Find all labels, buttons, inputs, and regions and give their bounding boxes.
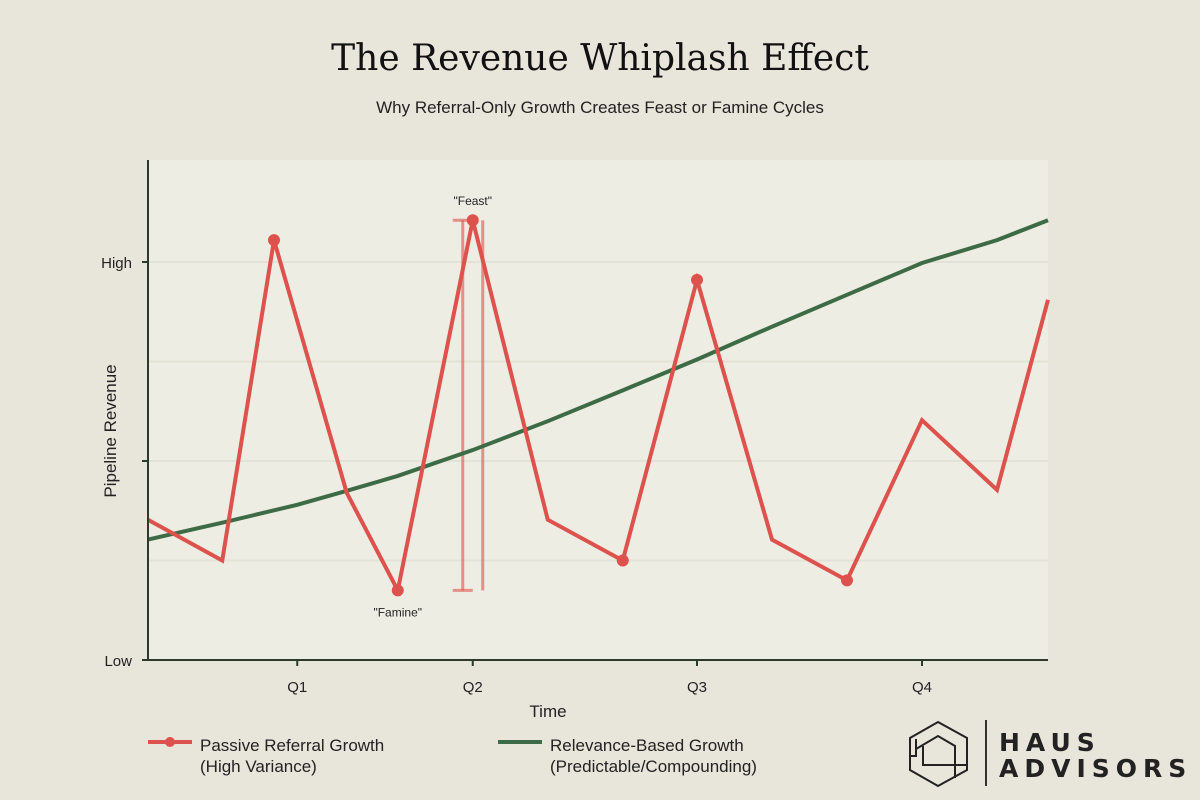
series-line-relevance <box>147 218 1049 542</box>
series-line-referral <box>147 219 1050 597</box>
legend-swatch-relevance <box>498 740 542 744</box>
y-axis-label: Pipeline Revenue <box>101 364 120 497</box>
logo-divider <box>985 720 987 786</box>
data-point <box>616 554 629 567</box>
legend-marker-icon <box>165 737 175 747</box>
annotation: "Famine" <box>373 605 422 619</box>
chart-title: The Revenue Whiplash Effect <box>331 38 869 79</box>
data-point <box>841 574 853 587</box>
legend-sublabel: (High Variance) <box>200 757 317 776</box>
data-point <box>391 584 404 597</box>
logo-line2: ADVISORS <box>999 754 1193 783</box>
x-tick-label: Q3 <box>687 679 707 696</box>
y-tick-label: Low <box>104 653 132 670</box>
plot-area <box>148 160 1048 660</box>
x-axis-label: Time <box>529 702 566 721</box>
data-point <box>691 273 703 286</box>
legend-sublabel: (Predictable/Compounding) <box>550 757 757 776</box>
y-tick-label: High <box>101 255 132 272</box>
x-tick-label: Q1 <box>287 679 307 696</box>
data-point <box>466 214 479 227</box>
legend-label: Passive Referral Growth <box>200 736 385 755</box>
hexagon-house-icon <box>909 720 968 788</box>
logo-line1: HAUS <box>999 728 1101 757</box>
legend-label: Relevance-Based Growth <box>550 736 744 755</box>
haus-advisors-logo: HAUS ADVISORS <box>905 718 1195 788</box>
annotation: "Feast" <box>453 194 492 208</box>
x-tick-label: Q4 <box>912 679 932 696</box>
chart-subtitle: Why Referral-Only Growth Creates Feast o… <box>376 98 824 117</box>
data-point <box>268 234 280 247</box>
x-tick-label: Q2 <box>463 679 483 696</box>
